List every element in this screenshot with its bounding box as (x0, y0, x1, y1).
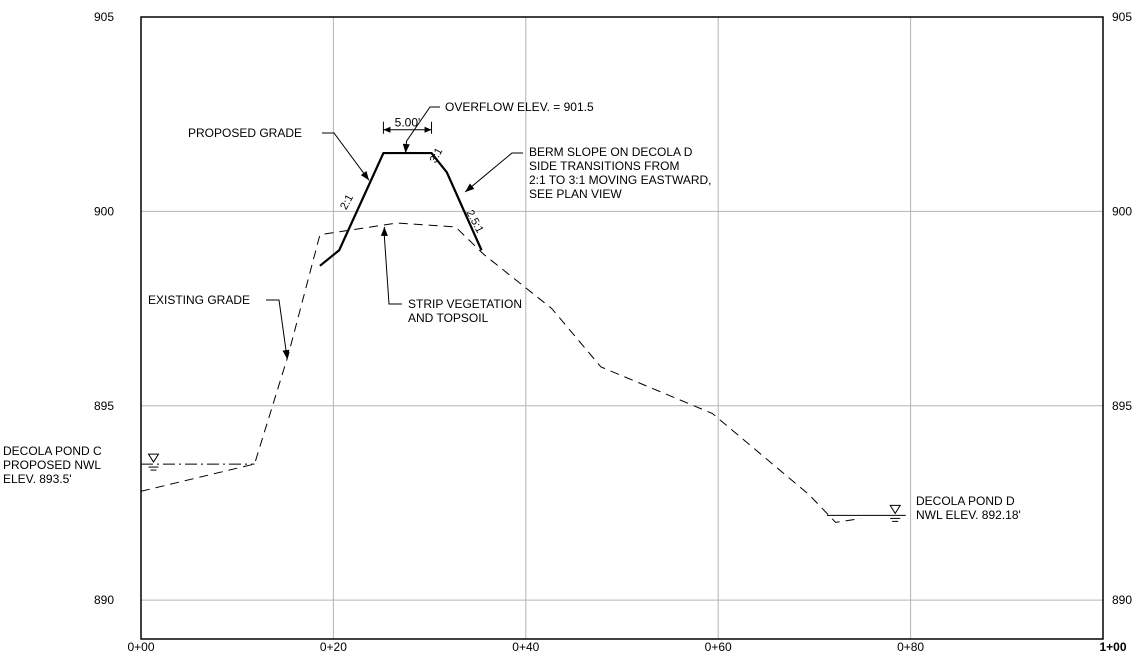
dimension-label: 5.00' (395, 116, 421, 130)
dimension-arrow (424, 126, 432, 133)
x-tick-label: 0+20 (320, 640, 347, 654)
dimension: 5.00' (382, 116, 433, 134)
slope-label: 2.5:1 (464, 208, 486, 235)
leader-arrow (380, 226, 388, 236)
y-tick-label-left: 890 (94, 593, 114, 607)
water-level-label: DECOLA POND C (3, 444, 102, 458)
berm-slope-label: SEE PLAN VIEW (529, 187, 622, 201)
y-tick-label-left: 905 (94, 10, 114, 24)
water-level-triangle-icon (147, 453, 160, 464)
x-tick-label: 0+40 (512, 640, 539, 654)
existing-grade-line (140, 222, 861, 523)
leader-line (322, 132, 370, 181)
leader-line (383, 226, 402, 305)
series-lines (140, 151, 861, 523)
y-tick-label-right: 905 (1112, 10, 1132, 24)
x-tick-label: 0+80 (897, 640, 924, 654)
y-tick-label-left: 895 (94, 399, 114, 413)
strip-vegetation-label: AND TOPSOIL (408, 311, 489, 325)
leader-arrow (360, 170, 369, 181)
berm-slope-label: 2:1 TO 3:1 MOVING EASTWARD, (529, 173, 712, 187)
dimension-arrow (383, 126, 391, 133)
leader-line (464, 152, 523, 193)
existing-grade-label: EXISTING GRADE (148, 293, 250, 307)
y-tick-label-right: 895 (1112, 399, 1132, 413)
leader-arrow (402, 143, 410, 154)
water-level-label: DECOLA POND D (916, 494, 1015, 508)
water-level-label: NWL ELEV. 892.18' (916, 508, 1021, 522)
y-tick-label-right: 900 (1112, 204, 1132, 218)
x-tick-label: 1+00 (1099, 640, 1126, 654)
leader-arrow (465, 183, 475, 192)
berm-slope-label: BERM SLOPE ON DECOLA D (529, 145, 693, 159)
proposed-grade-line (319, 151, 483, 267)
leader-line (266, 299, 288, 360)
grid-lines (141, 17, 1103, 639)
berm-slope-label: SIDE TRANSITIONS FROM (529, 159, 679, 173)
plot-frame (140, 16, 1104, 640)
axis-ticks: 0+00 0+20 0+40 0+60 0+80 1+00 905 905 900 900 895 8… (94, 10, 1132, 654)
overflow-label: OVERFLOW ELEV. = 901.5 (445, 100, 594, 114)
annotations: 2:1 3:1 2.5:1 OVERFLOW ELEV. = 901.5 PROPOSE… (148, 100, 712, 360)
water-level-label: ELEV. 893.5' (3, 472, 72, 486)
strip-vegetation-label: STRIP VEGETATION (408, 297, 522, 311)
x-tick-label: 0+60 (705, 640, 732, 654)
leader-arrow (282, 349, 290, 360)
slope-label: 2:1 (338, 193, 356, 212)
proposed-grade-label: PROPOSED GRADE (188, 126, 302, 140)
water-level-triangle-icon (889, 504, 902, 515)
water-level-label: PROPOSED NWL (3, 458, 101, 472)
x-tick-label: 0+00 (127, 640, 154, 654)
y-tick-label-left: 900 (94, 204, 114, 218)
y-tick-label-right: 890 (1112, 593, 1132, 607)
slope-label: 3:1 (428, 146, 446, 165)
